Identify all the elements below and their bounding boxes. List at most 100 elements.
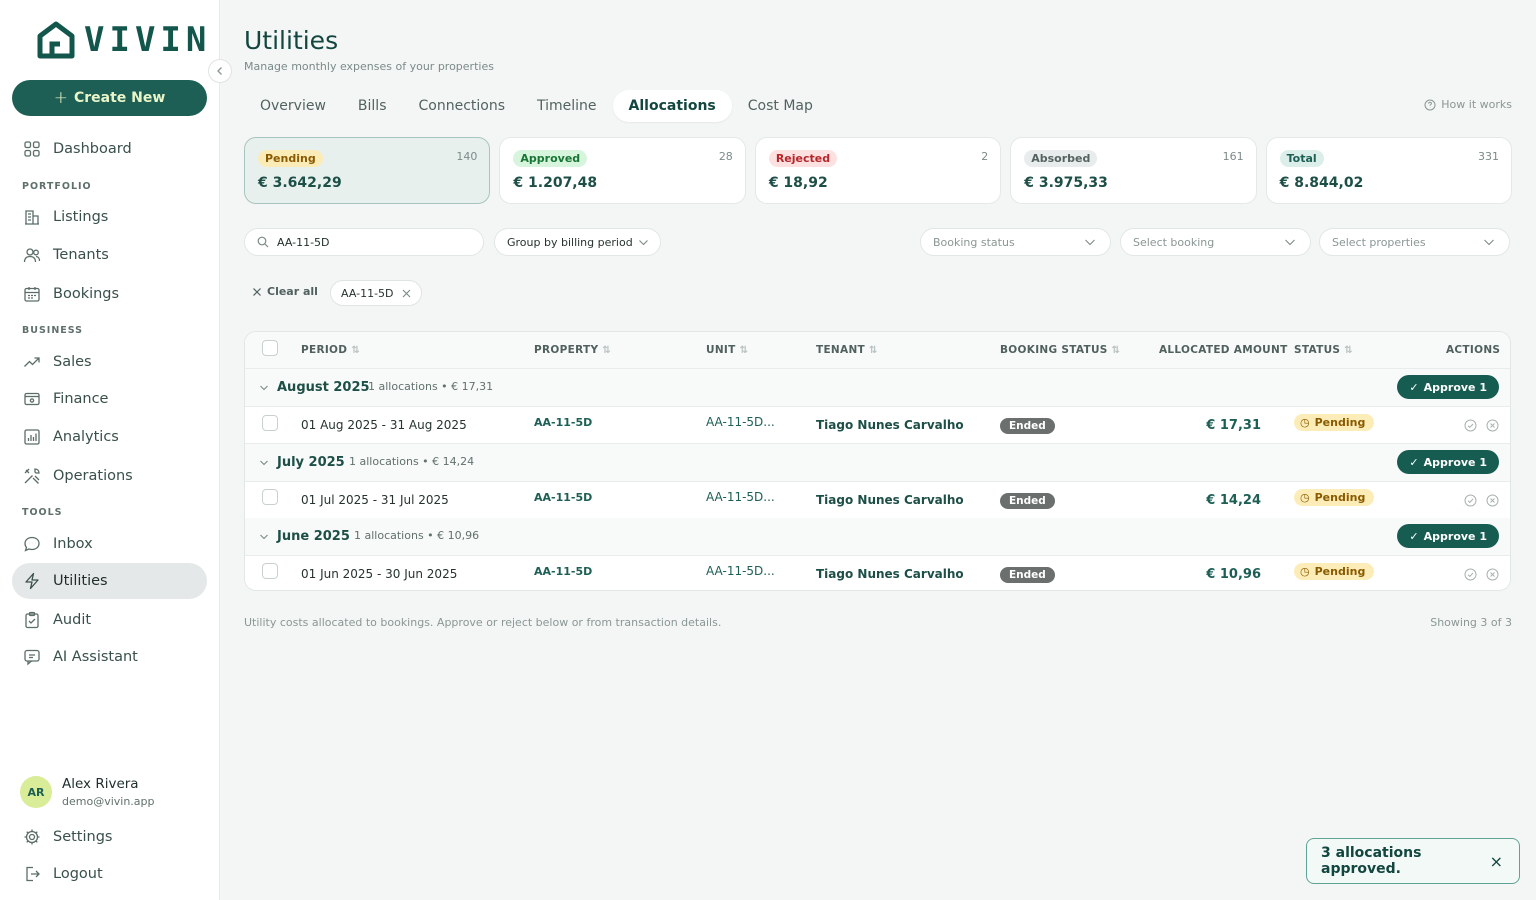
cell-unit-link[interactable]: AA-11-5D... [706, 415, 775, 429]
group-row[interactable]: August 2025 1 allocations • € 17,31 ✓ App… [245, 369, 1510, 407]
tab-cost-map[interactable]: Cost Map [747, 98, 813, 114]
sidebar-item-ai-assistant[interactable]: AI Assistant [12, 639, 207, 675]
table-row[interactable]: 01 Jun 2025 - 30 Jun 2025 AA-11-5D AA-11… [245, 556, 1510, 590]
sidebar-item-bookings[interactable]: Bookings [12, 276, 207, 312]
column-label: ALLOCATED AMOUNT [1159, 344, 1288, 356]
booking-status-select[interactable]: Booking status [920, 228, 1111, 256]
settings-link[interactable]: Settings [12, 819, 207, 855]
cell-property-link[interactable]: AA-11-5D [534, 416, 593, 429]
table-row[interactable]: 01 Jul 2025 - 31 Jul 2025 AA-11-5D AA-11… [245, 482, 1510, 519]
sidebar-item-label: Audit [53, 612, 92, 628]
status-badge: ◷ Pending [1294, 563, 1375, 580]
booking-placeholder: Select booking [1133, 235, 1215, 249]
chevron-down-icon[interactable] [259, 458, 269, 468]
sidebar-item-utilities[interactable]: Utilities [12, 563, 207, 599]
sidebar-item-finance[interactable]: Finance [12, 381, 207, 417]
approve-group-button[interactable]: ✓ Approve 1 [1397, 450, 1499, 474]
tab-connections[interactable]: Connections [418, 98, 506, 114]
row-checkbox[interactable] [262, 489, 278, 505]
card-count: 140 [456, 150, 478, 163]
column-header-property[interactable]: PROPERTY ⇅ [534, 344, 611, 356]
how-it-works-link[interactable]: How it works [1424, 98, 1512, 111]
reject-x-icon[interactable] [1486, 419, 1499, 432]
cell-property-link[interactable]: AA-11-5D [534, 491, 593, 504]
group-row[interactable]: July 2025 1 allocations • € 14,24 ✓ Appro… [245, 444, 1510, 482]
tab-bills[interactable]: Bills [357, 98, 387, 114]
search-input[interactable] [277, 235, 467, 249]
chevron-down-icon[interactable] [259, 532, 269, 542]
properties-select[interactable]: Select properties [1319, 228, 1510, 256]
row-checkbox[interactable] [262, 563, 278, 579]
approve-label: Approve 1 [1423, 380, 1487, 394]
sidebar-item-tenants[interactable]: Tenants [12, 237, 207, 273]
clear-all-button[interactable]: Clear all [252, 285, 318, 298]
cell-tenant-link[interactable]: Tiago Nunes Carvalho [816, 567, 964, 581]
close-icon[interactable] [402, 289, 411, 298]
sidebar-item-dashboard[interactable]: Dashboard [12, 131, 207, 167]
approve-group-button[interactable]: ✓ Approve 1 [1397, 524, 1499, 548]
reject-x-icon[interactable] [1486, 568, 1499, 581]
reject-x-icon[interactable] [1486, 494, 1499, 507]
column-header-booking-status[interactable]: BOOKING STATUS ⇅ [1000, 344, 1120, 356]
summary-card-total[interactable]: Total 331 € 8.844,02 [1265, 137, 1513, 204]
create-new-button[interactable]: + Create New [12, 80, 207, 116]
sidebar-item-audit[interactable]: Audit [12, 602, 207, 638]
collapse-sidebar-button[interactable] [208, 59, 232, 83]
logout-link[interactable]: Logout [12, 856, 207, 892]
status-label: Pending [1314, 416, 1366, 429]
calendar-icon [22, 284, 42, 304]
user-profile[interactable]: AR Alex Rivera demo@vivin.app [20, 776, 155, 808]
column-header-unit[interactable]: UNIT ⇅ [706, 344, 748, 356]
trend-icon [22, 352, 42, 372]
approve-check-icon[interactable] [1464, 494, 1477, 507]
tab-allocations[interactable]: Allocations [612, 90, 732, 122]
cell-tenant-link[interactable]: Tiago Nunes Carvalho [816, 418, 964, 432]
sidebar-item-operations[interactable]: Operations [12, 458, 207, 494]
settings-label: Settings [53, 829, 113, 845]
column-header-period[interactable]: PERIOD ⇅ [301, 344, 360, 356]
group-by-select[interactable]: Group by billing period [494, 228, 661, 256]
column-header-tenant[interactable]: TENANT ⇅ [816, 344, 878, 356]
sidebar-item-inbox[interactable]: Inbox [12, 526, 207, 562]
sidebar-item-label: AI Assistant [53, 649, 138, 665]
row-checkbox[interactable] [262, 415, 278, 431]
summary-card-rejected[interactable]: Rejected 2 € 18,92 [754, 137, 1002, 204]
summary-card-absorbed[interactable]: Absorbed 161 € 3.975,33 [1010, 137, 1257, 204]
approve-group-button[interactable]: ✓ Approve 1 [1397, 375, 1499, 399]
booking-select[interactable]: Select booking [1120, 228, 1311, 256]
search-icon [257, 236, 269, 248]
group-by-label: Group by billing period [507, 235, 633, 249]
approve-check-icon[interactable] [1464, 568, 1477, 581]
summary-cards: Pending 140 € 3.642,29 Approved 28 € 1.2… [244, 137, 1513, 204]
logo[interactable]: VIVIN [36, 20, 211, 60]
sidebar-item-listings[interactable]: Listings [12, 199, 207, 235]
column-label: TENANT [816, 344, 865, 356]
clear-all-label: Clear all [267, 285, 318, 298]
sort-icon: ⇅ [351, 344, 360, 356]
approve-check-icon[interactable] [1464, 419, 1477, 432]
cell-allocated-amount: € 10,96 [1206, 567, 1261, 582]
cell-tenant-link[interactable]: Tiago Nunes Carvalho [816, 493, 964, 507]
group-name: August 2025 [277, 380, 370, 395]
column-header-allocated-amount[interactable]: ALLOCATED AMOUNT [1159, 344, 1288, 356]
status-badge: Total [1279, 150, 1324, 167]
cell-unit-link[interactable]: AA-11-5D... [706, 564, 775, 578]
summary-card-pending[interactable]: Pending 140 € 3.642,29 [244, 137, 491, 204]
sidebar-item-analytics[interactable]: Analytics [12, 419, 207, 455]
tab-timeline[interactable]: Timeline [537, 98, 597, 114]
search-box [244, 228, 484, 256]
sidebar-item-sales[interactable]: Sales [12, 344, 207, 380]
select-all-checkbox[interactable] [262, 340, 278, 356]
toast-close-button[interactable]: × [1489, 851, 1503, 871]
page-subtitle: Manage monthly expenses of your properti… [244, 60, 494, 73]
tab-overview[interactable]: Overview [260, 98, 326, 114]
column-header-status[interactable]: STATUS ⇅ [1294, 344, 1353, 356]
chevron-down-icon[interactable] [259, 383, 269, 393]
cell-unit-link[interactable]: AA-11-5D... [706, 490, 775, 504]
group-row[interactable]: June 2025 1 allocations • € 10,96 ✓ Appro… [245, 518, 1510, 556]
summary-card-approved[interactable]: Approved 28 € 1.207,48 [499, 137, 746, 204]
group-meta: 1 allocations • € 10,96 [354, 529, 480, 542]
cell-property-link[interactable]: AA-11-5D [534, 565, 593, 578]
house-logo-icon [37, 21, 75, 59]
table-row[interactable]: 01 Aug 2025 - 31 Aug 2025 AA-11-5D AA-11… [245, 407, 1510, 444]
